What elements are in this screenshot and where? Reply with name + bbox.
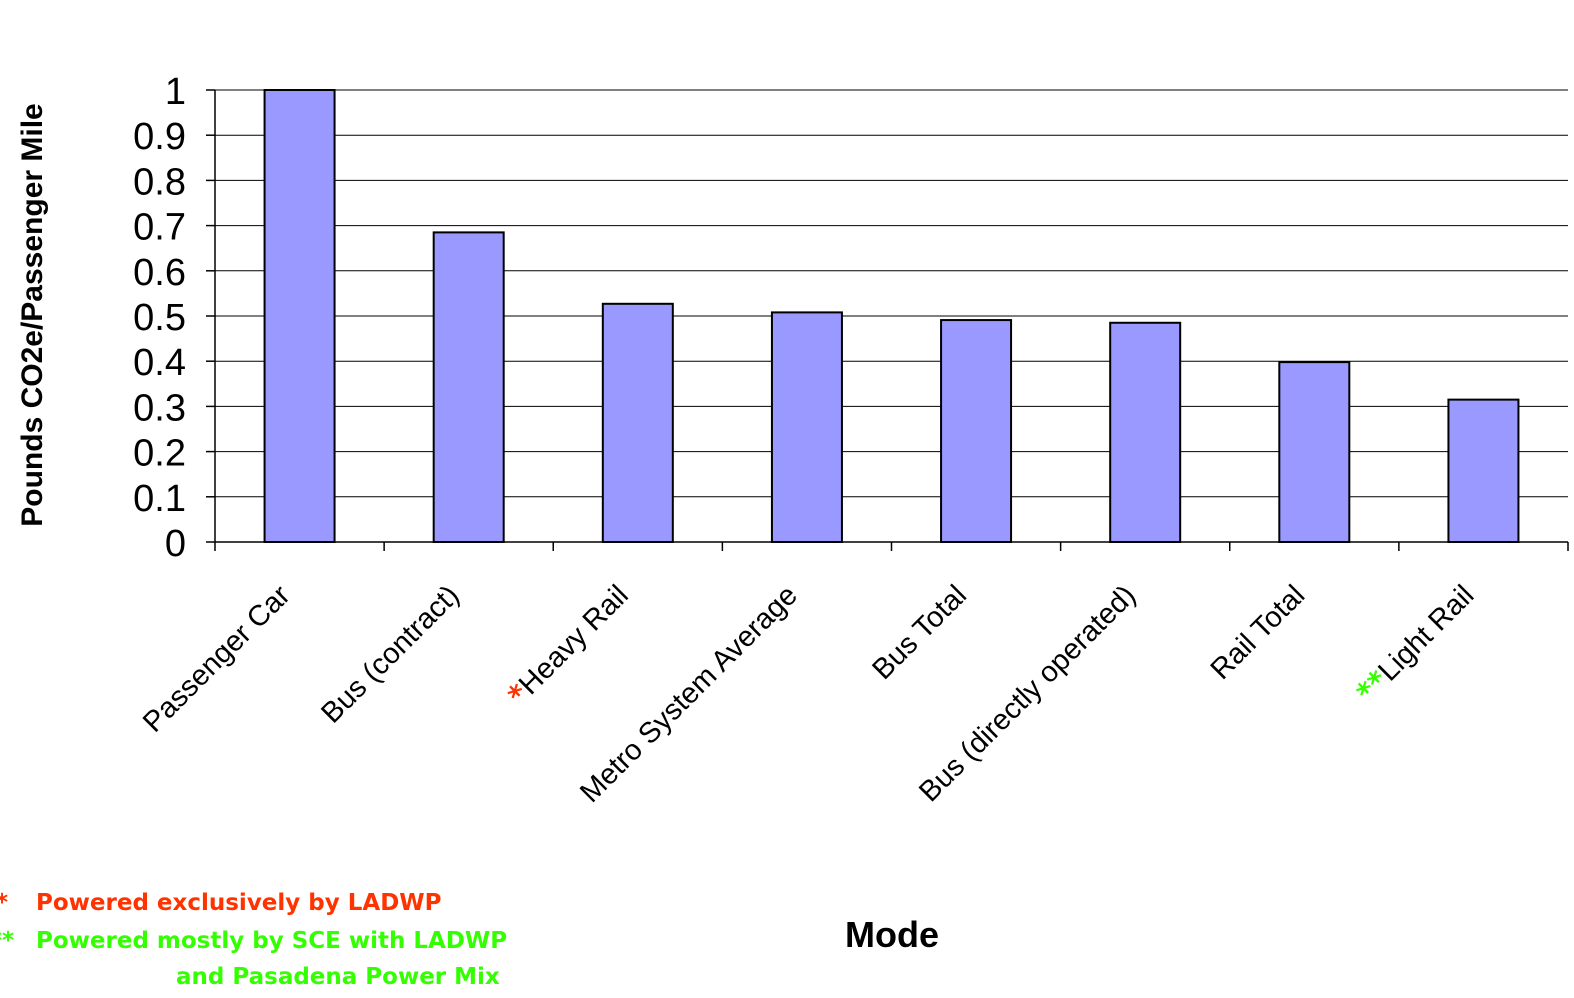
bar-bus-directly-operated: [1109, 321, 1182, 543]
category-label: **Light Rail: [1349, 578, 1480, 709]
x-tick-marks: [214, 542, 1569, 551]
category-label-text: Passenger Car: [137, 579, 297, 739]
footnote-asterisk: *: [0, 890, 36, 916]
footnote-light-rail-cont: and Pasadena Power Mix: [176, 964, 500, 990]
category-label-text: Light Rail: [1372, 579, 1480, 687]
category-label-text: Rail Total: [1205, 579, 1312, 686]
category-labels: Passenger Car Bus (contract) *Heavy RailMe…: [137, 578, 1480, 809]
bar-rail-total: [1278, 361, 1351, 543]
y-tick-label: 0: [165, 523, 186, 565]
category-label: Rail Total: [1205, 579, 1312, 686]
y-tick-label: 1: [165, 71, 186, 113]
category-label: Bus (contract): [315, 579, 465, 729]
y-tick-label: 0.9: [133, 116, 186, 158]
category-label-text: Bus Total: [866, 579, 973, 686]
y-tick-label: 0.7: [133, 207, 186, 249]
category-label: *Heavy Rail: [501, 578, 635, 712]
footnote-asterisks: **: [0, 928, 15, 954]
category-label: Bus Total: [866, 579, 973, 686]
footnote-text: Powered mostly by SCE with LADWP: [36, 928, 508, 954]
footnote-text-cont: and Pasadena Power Mix: [176, 964, 500, 990]
y-tick-label: 0.3: [133, 387, 186, 429]
category-label-text: Bus (contract): [315, 579, 465, 729]
y-tick-label: 0.6: [133, 252, 186, 294]
category-label-text: Heavy Rail: [513, 579, 635, 701]
bar-bus-contract: [432, 231, 505, 543]
y-tick-label: 0.2: [133, 433, 186, 475]
y-tick-label: 0.8: [133, 161, 186, 203]
category-label: Passenger Car: [137, 579, 297, 739]
footnote-text: Powered exclusively by LADWP: [36, 890, 442, 916]
bar-heavy-rail: [601, 302, 674, 543]
y-tick-label: 0.1: [133, 478, 186, 520]
x-axis-title: Mode: [845, 914, 939, 955]
y-axis-title: Pounds CO2e/Passenger Mile: [16, 103, 49, 526]
bar-light-rail: [1447, 398, 1520, 543]
gridlines: [215, 89, 1568, 498]
bar-passenger-car: [263, 89, 336, 543]
y-tick-label: 0.4: [133, 342, 186, 384]
bar-bus-total: [940, 319, 1013, 543]
bar-metro-system-average: [770, 311, 843, 543]
y-tick-label: 0.5: [133, 297, 186, 339]
y-tick-labels: 00.10.20.30.40.50.60.70.80.91: [133, 71, 215, 565]
footnote-heavy-rail: *Powered exclusively by LADWP: [0, 890, 442, 916]
footnote-light-rail: ** Powered mostly by SCE with LADWP: [0, 928, 507, 954]
